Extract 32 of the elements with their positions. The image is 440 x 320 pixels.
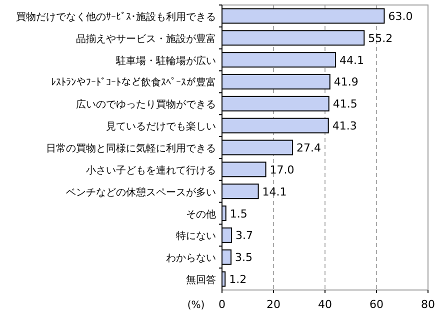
data-label: 41.9 [334, 76, 358, 89]
x-tick-label: 0 [218, 298, 226, 311]
y-tick-label: 品揃えやサービス・施設が豊富 [76, 32, 216, 45]
x-tick-label: 20 [266, 298, 280, 311]
y-tick-label: 広いのでゆったり買物ができる [76, 98, 216, 111]
x-tick-label: 60 [370, 298, 384, 311]
data-label: 63.0 [388, 10, 413, 23]
y-tick-label: 特にない [176, 230, 216, 242]
data-label: 55.2 [368, 32, 393, 45]
y-tick-label: 見ているだけでも楽しい [106, 120, 216, 133]
data-label: 1.5 [230, 207, 248, 220]
data-label: 41.3 [332, 120, 357, 133]
data-label: 1.2 [229, 273, 247, 286]
data-label: 41.5 [332, 98, 358, 111]
y-tick-label: 駐車場・駐輪場が広い [115, 54, 216, 67]
data-label: 44.1 [340, 54, 364, 67]
y-tick-label: 買物だけでなく他のｻｰﾋﾞｽ･施設も利用できる [16, 10, 216, 23]
y-tick-label: その他 [186, 208, 216, 220]
x-tick-label: 40 [318, 298, 332, 311]
y-tick-label: わからない [166, 253, 216, 264]
y-tick-label: 小さい子どもを連れて行ける [86, 164, 216, 176]
data-label: 27.4 [296, 142, 322, 154]
y-tick-label: 日常の買物と同様に気軽に利用できる [46, 142, 216, 154]
y-tick-label: ﾚｽﾄﾗﾝやﾌｰﾄﾞｺｰﾄなど飲食ｽﾍﾟｰｽが豊富 [51, 76, 216, 89]
x-tick-label: 80 [421, 298, 435, 311]
x-axis-title: (%) [187, 300, 205, 311]
y-tick-label: ベンチなどの休憩スペースが多い [66, 186, 216, 198]
y-tick-label: 無回答 [186, 274, 216, 286]
data-label: 14.1 [262, 185, 287, 198]
data-label: 3.7 [236, 229, 254, 242]
data-label: 17.0 [270, 163, 294, 176]
data-label: 3.5 [235, 251, 253, 264]
